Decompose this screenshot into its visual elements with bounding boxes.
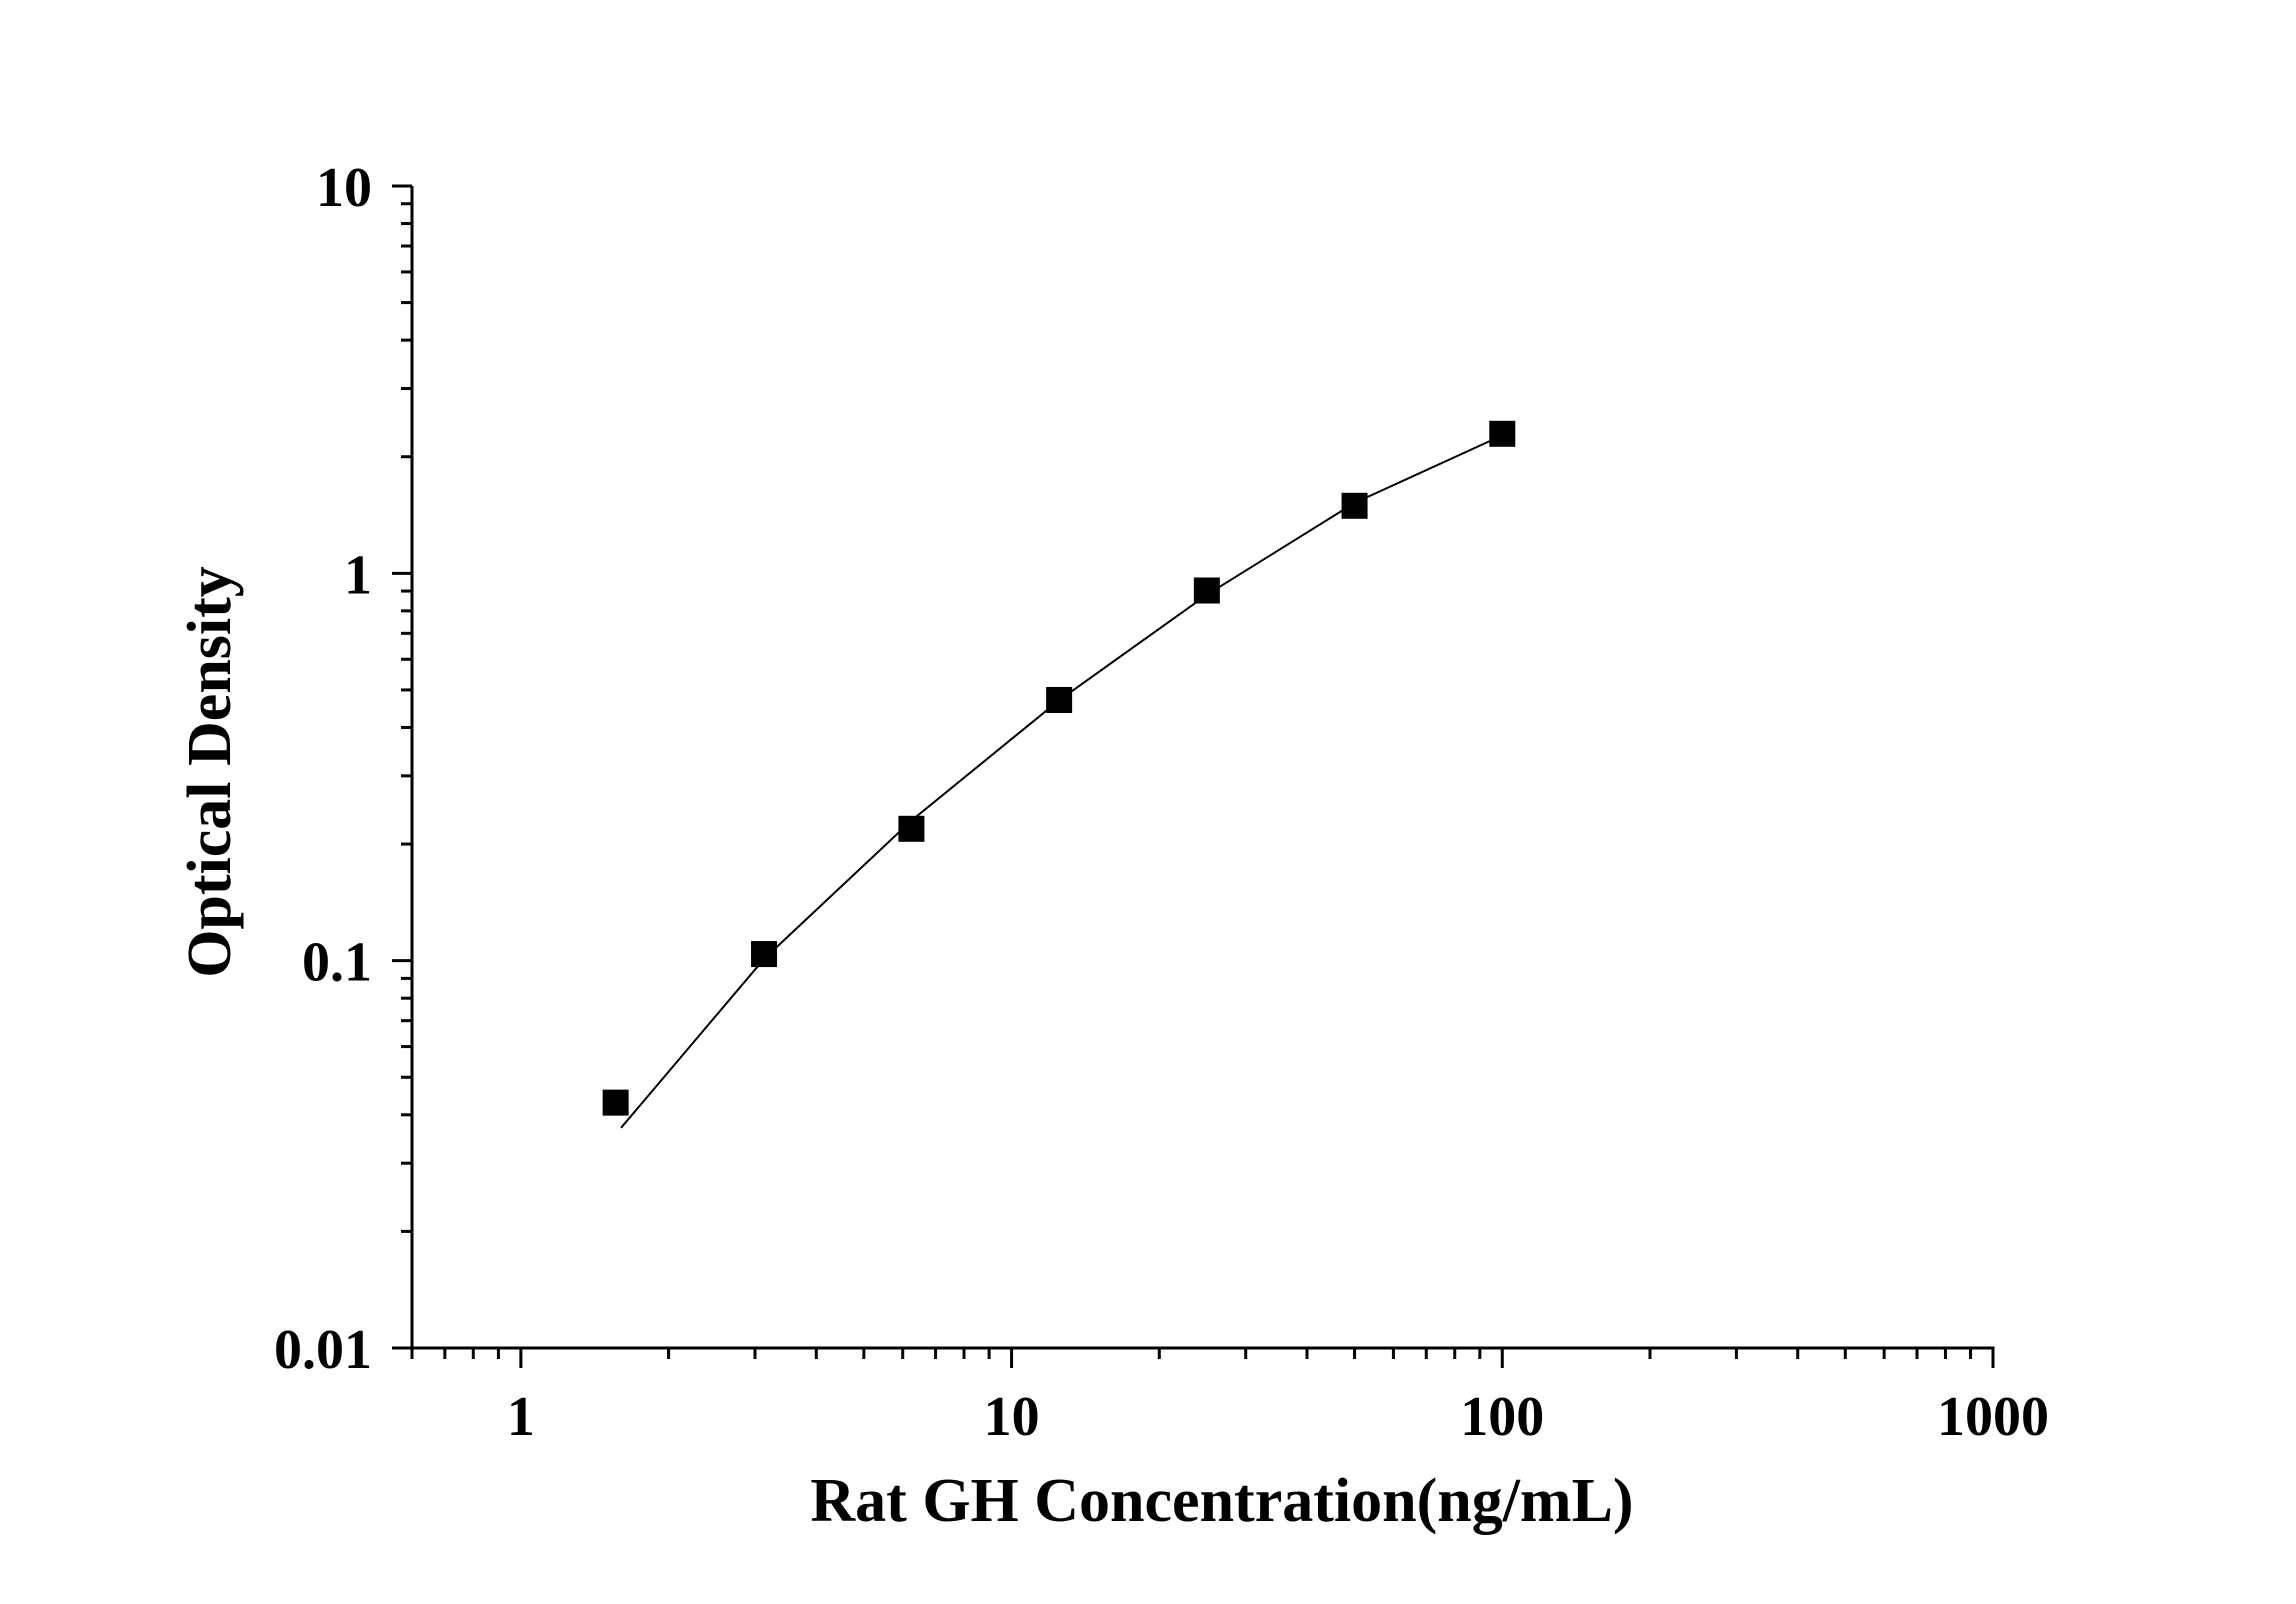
x-tick-label: 1 [507,1386,535,1448]
data-point [1193,577,1220,604]
x-tick-label: 1000 [1937,1386,2049,1448]
y-axis-title: Optical Density [176,566,244,978]
x-axis-ticks: 1 10 100 1000 [410,1348,2049,1448]
data-point [602,1089,629,1116]
data-point [1489,420,1516,447]
y-tick-label: 10 [316,157,372,219]
data-point [898,815,925,842]
data-point [1046,686,1073,713]
y-axis-ticks: 0.01 0.1 1 10 [274,157,412,1381]
x-tick-label: 10 [984,1386,1040,1448]
data-points [602,420,1516,1116]
y-tick-label: 1 [344,544,372,606]
axes [410,186,1995,1350]
data-point [751,941,778,968]
y-tick-label: 0.01 [274,1319,372,1381]
x-axis-title: Rat GH Concentration(ng/mL) [810,1467,1633,1535]
data-point [1341,492,1368,519]
y-tick-label: 0.1 [302,932,372,994]
x-tick-label: 100 [1460,1386,1544,1448]
